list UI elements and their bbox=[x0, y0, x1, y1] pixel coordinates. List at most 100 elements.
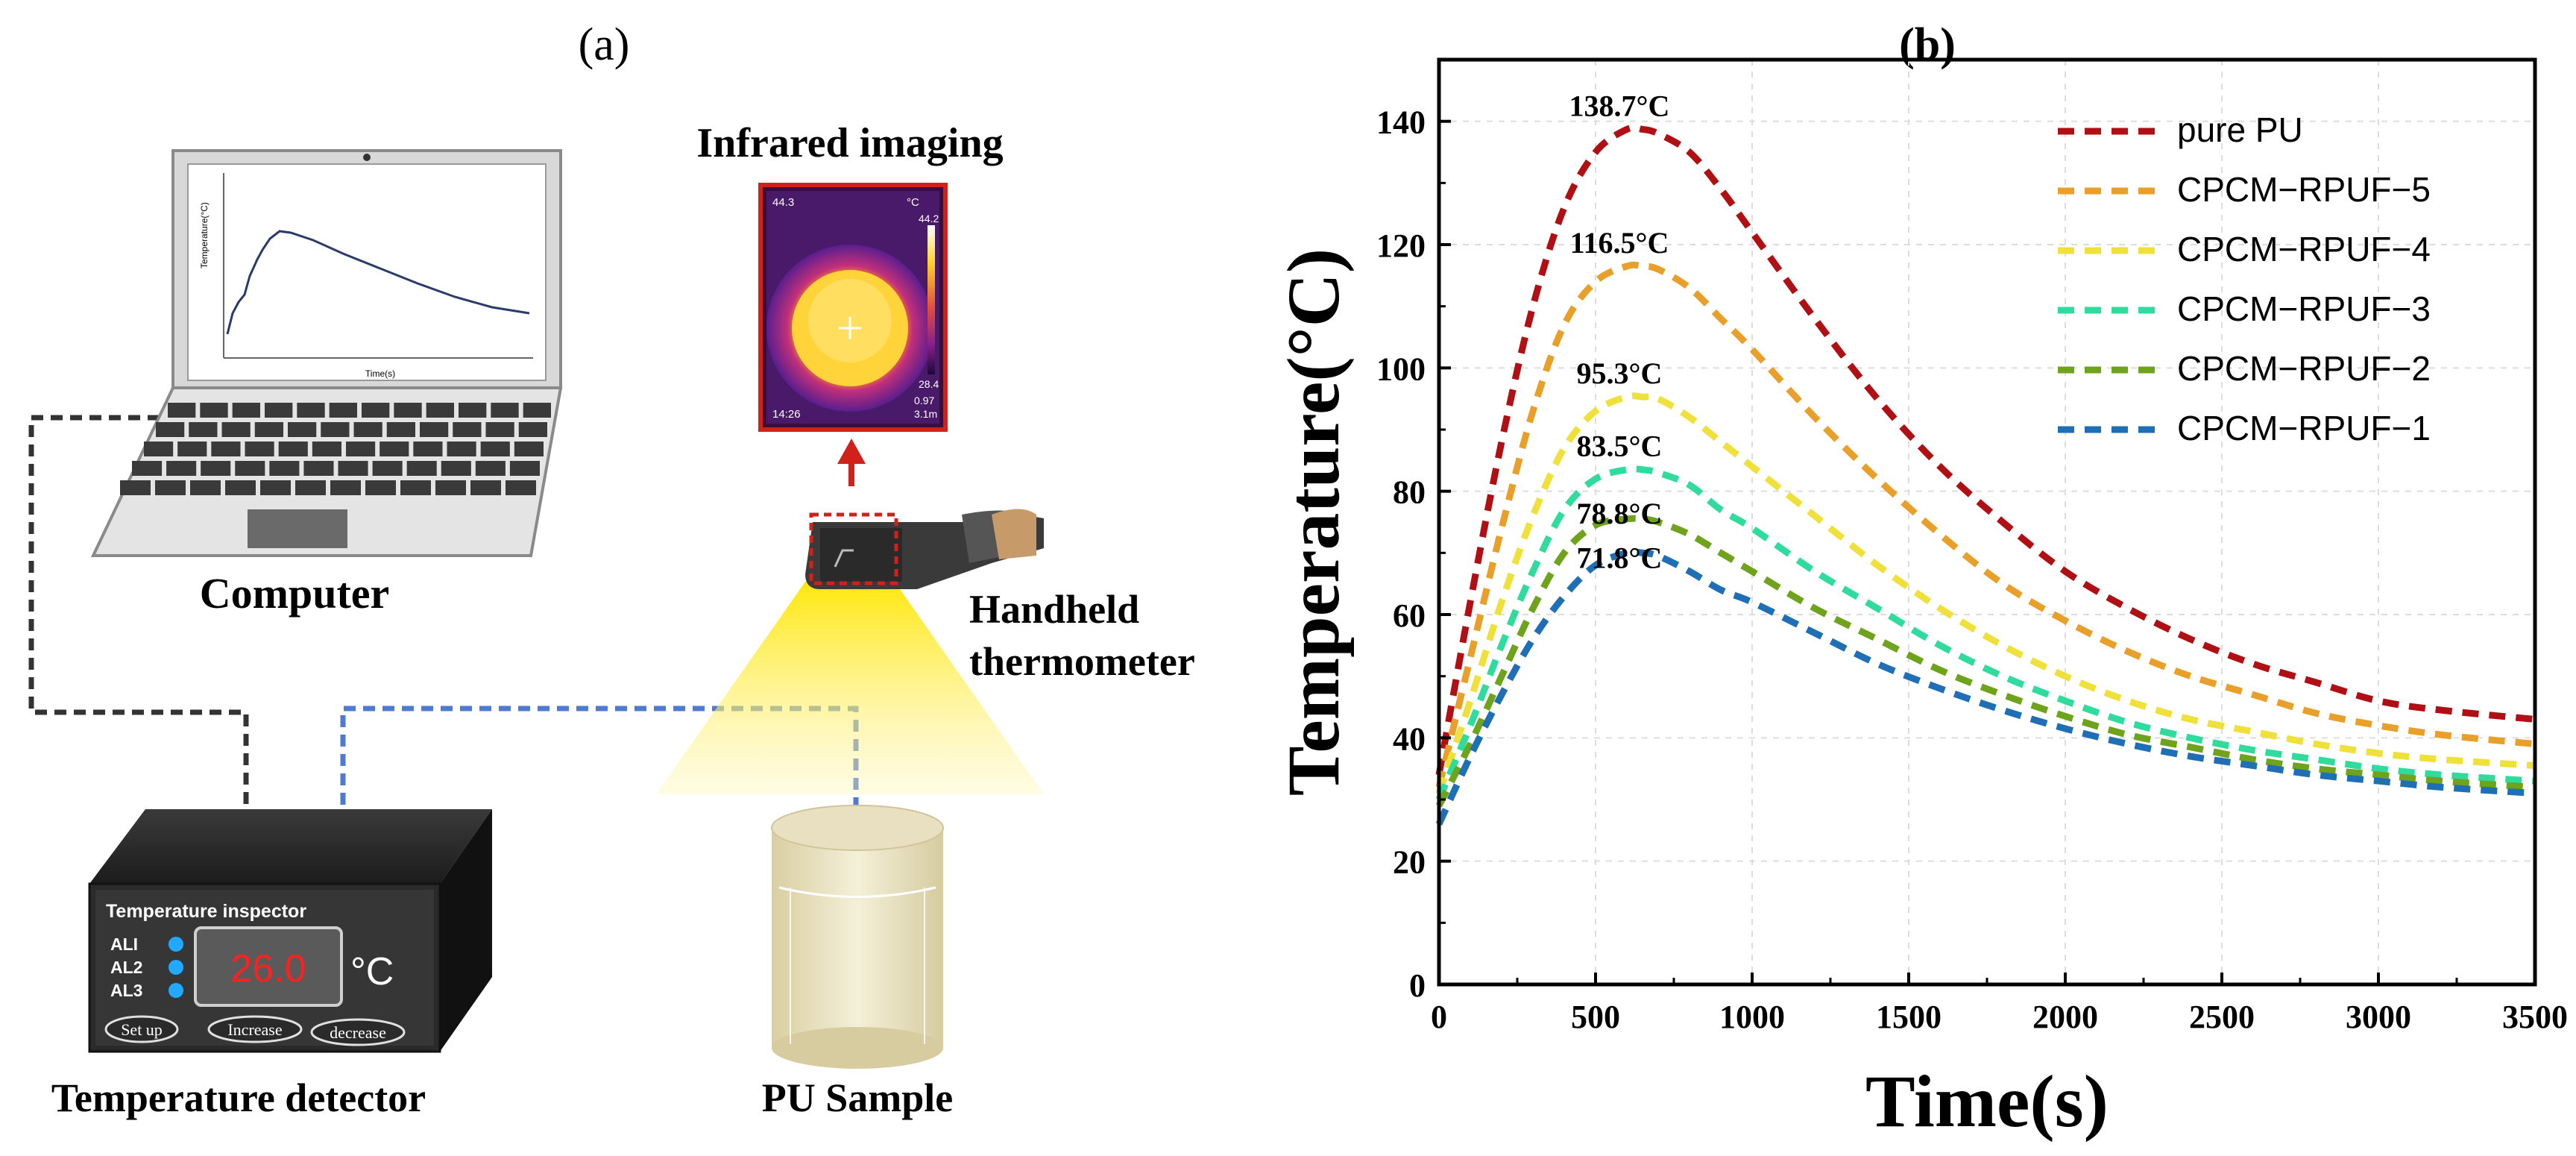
detector-label: Temperature detector bbox=[51, 1075, 426, 1120]
decrease-button[interactable]: decrease bbox=[310, 1018, 406, 1046]
keyboard-key bbox=[265, 403, 293, 418]
keyboard-key bbox=[312, 442, 341, 456]
keyboard-key bbox=[329, 403, 357, 418]
ir-arrow-icon bbox=[837, 439, 866, 486]
keyboard-key bbox=[475, 461, 506, 476]
keyboard-key bbox=[278, 442, 308, 456]
thermometer-label-line1: Handheld bbox=[969, 587, 1139, 632]
keyboard-key bbox=[365, 480, 396, 495]
detector-unit: °C bbox=[350, 950, 394, 993]
series-line bbox=[1435, 392, 2536, 795]
y-tick-label: 100 bbox=[1376, 351, 1426, 387]
keyboard-key bbox=[200, 403, 228, 418]
setup-button[interactable]: Set up bbox=[104, 1015, 179, 1043]
keyboard-key bbox=[406, 461, 437, 476]
x-tick-label: 500 bbox=[1571, 999, 1620, 1035]
computer-to-detector-cable bbox=[28, 415, 249, 809]
keyboard-key bbox=[245, 442, 274, 456]
computer-label: Computer bbox=[200, 569, 390, 618]
panel-a-label: (a) bbox=[579, 19, 630, 70]
sample-label: PU Sample bbox=[762, 1075, 954, 1120]
keyboard-key bbox=[426, 403, 454, 418]
keyboard-key bbox=[221, 422, 251, 437]
peak-label: 71.8°C bbox=[1577, 541, 1663, 574]
series-line bbox=[1435, 548, 2536, 826]
alarm-label-3: AL3 bbox=[110, 981, 142, 1000]
ir-min-reading: 28.4 bbox=[919, 378, 939, 390]
ir-time: 14:26 bbox=[772, 408, 801, 421]
x-tick-label: 1500 bbox=[1876, 999, 1942, 1035]
series-line bbox=[1435, 515, 2536, 808]
keyboard-key bbox=[523, 403, 551, 418]
y-tick-label: 120 bbox=[1376, 227, 1426, 264]
keyboard-key bbox=[330, 480, 361, 495]
keyboard-key bbox=[386, 422, 415, 437]
chart-legend: pure PU CPCM−RPUF−5 CPCM−RPUF−4 CPCM−RPUF−3… bbox=[2058, 110, 2431, 447]
series-line bbox=[1435, 261, 2536, 788]
x-tick-label: 2500 bbox=[2189, 999, 2255, 1035]
keyboard-key bbox=[303, 461, 334, 476]
keyboard-key bbox=[485, 422, 514, 437]
laptop-xlabel: Time(s) bbox=[365, 368, 395, 379]
laptop-illustration: Temperature(°C) Time(s) bbox=[90, 149, 563, 557]
keyboard-key bbox=[346, 442, 376, 456]
keyboard-key bbox=[447, 442, 476, 456]
keyboard-key bbox=[380, 442, 409, 456]
legend-label: CPCM−RPUF−4 bbox=[2177, 230, 2431, 268]
keyboard-key bbox=[235, 461, 265, 476]
ir-emissivity: 0.97 bbox=[914, 395, 934, 406]
keyboard-key bbox=[177, 442, 207, 456]
keyboard-key bbox=[297, 403, 325, 418]
ir-lens-highlight bbox=[809, 512, 898, 585]
chart-series bbox=[1435, 124, 2536, 826]
keyboard bbox=[120, 403, 551, 495]
keyboard-key bbox=[321, 422, 350, 437]
legend-label: CPCM−RPUF−5 bbox=[2177, 170, 2431, 209]
x-tick-label: 0 bbox=[1431, 999, 1447, 1035]
keyboard-key bbox=[201, 461, 231, 476]
keyboard-key bbox=[441, 461, 471, 476]
keyboard-key bbox=[189, 422, 218, 437]
y-tick-label: 0 bbox=[1409, 967, 1426, 1004]
keyboard-key bbox=[394, 403, 422, 418]
keyboard-key bbox=[514, 442, 544, 456]
keyboard-key bbox=[372, 461, 403, 476]
y-tick-label: 40 bbox=[1393, 720, 1426, 757]
chart-ticks: 0 20 40 60 80 100 120 140 0 500 1000 1500 2000 2500 30… bbox=[1376, 104, 2568, 1035]
temperature-detector-device: Temperature inspector ALI AL2 AL3 26.0 °… bbox=[88, 809, 492, 1053]
alarm-label-2: AL2 bbox=[110, 958, 142, 977]
keyboard-key bbox=[362, 403, 390, 418]
keyboard-key bbox=[225, 480, 256, 495]
infrared-image: 44.3 °C 44.2 28.4 14:26 0.97 3.1m bbox=[758, 183, 948, 432]
handheld-thermometer-illustration bbox=[656, 509, 1044, 794]
keyboard-key bbox=[480, 442, 510, 456]
keyboard-key bbox=[254, 422, 283, 437]
keyboard-key bbox=[260, 480, 291, 495]
alarm-led-2 bbox=[169, 960, 183, 975]
ir-distance: 3.1m bbox=[914, 408, 937, 420]
keyboard-key bbox=[232, 403, 260, 418]
y-axis-title: Temperature(°C) bbox=[1272, 248, 1355, 796]
keyboard-key bbox=[166, 461, 197, 476]
thermometer-label-line2: thermometer bbox=[969, 639, 1195, 684]
keyboard-key bbox=[470, 480, 501, 495]
keyboard-key bbox=[459, 403, 487, 418]
keyboard-key bbox=[156, 422, 185, 437]
peak-label: 116.5°C bbox=[1570, 226, 1669, 260]
keyboard-key bbox=[453, 422, 482, 437]
keyboard-key bbox=[506, 480, 536, 495]
chart-peak-labels: 138.7°C 116.5°C 95.3°C 83.5°C 78.8°C 71.8°C bbox=[1569, 89, 1670, 574]
increase-button[interactable]: Increase bbox=[207, 1015, 303, 1043]
webcam-icon bbox=[363, 154, 371, 161]
keyboard-key bbox=[400, 480, 431, 495]
x-tick-label: 1000 bbox=[1719, 999, 1785, 1035]
keyboard-key bbox=[155, 480, 186, 495]
y-tick-label: 20 bbox=[1393, 844, 1426, 881]
setup-button-label: Set up bbox=[121, 1020, 163, 1039]
y-tick-label: 80 bbox=[1393, 474, 1426, 511]
keyboard-key bbox=[211, 442, 241, 456]
increase-button-label: Increase bbox=[227, 1020, 282, 1039]
series-line bbox=[1435, 465, 2536, 801]
keyboard-key bbox=[295, 480, 326, 495]
